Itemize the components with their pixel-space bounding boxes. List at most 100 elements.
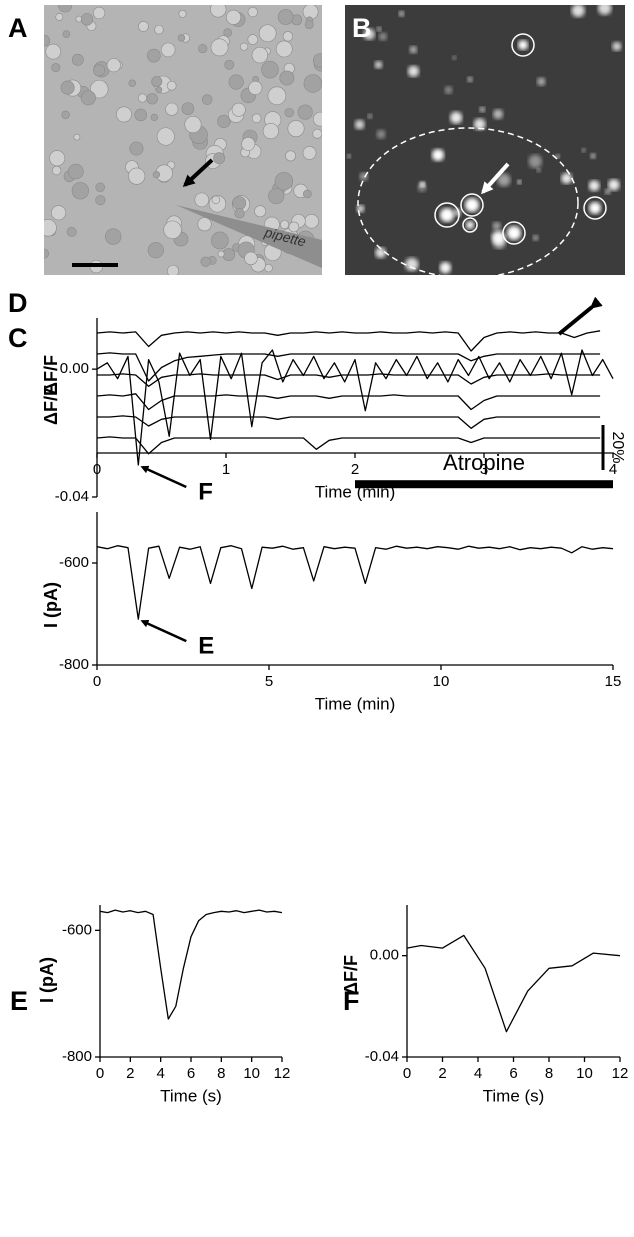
cell bbox=[71, 182, 90, 200]
cell bbox=[303, 74, 322, 93]
cell bbox=[492, 221, 501, 231]
x-tick-label: 6 bbox=[509, 1065, 517, 1082]
y-tick-label: 0.00 bbox=[60, 360, 89, 377]
cell bbox=[258, 24, 277, 43]
cell bbox=[194, 192, 210, 208]
cell bbox=[167, 264, 179, 275]
x-tick-label: 2 bbox=[438, 1065, 446, 1082]
cell bbox=[466, 221, 474, 229]
cell bbox=[493, 109, 504, 120]
panel-label: D bbox=[8, 288, 28, 318]
cell bbox=[589, 202, 601, 214]
cell bbox=[73, 133, 81, 141]
cell bbox=[261, 60, 279, 79]
cell bbox=[150, 113, 159, 122]
cell bbox=[217, 114, 231, 128]
cell bbox=[181, 102, 195, 115]
annotation-arrow bbox=[140, 465, 187, 489]
cell bbox=[284, 107, 294, 118]
cell bbox=[223, 28, 233, 37]
cell bbox=[312, 111, 322, 127]
cell bbox=[561, 173, 573, 184]
y-axis-label: ΔF/F bbox=[41, 355, 61, 395]
cell bbox=[581, 148, 586, 153]
cell bbox=[267, 86, 287, 106]
cell bbox=[244, 251, 258, 266]
cell bbox=[137, 93, 147, 103]
cell bbox=[467, 76, 473, 83]
x-tick-label: 6 bbox=[187, 1065, 195, 1082]
cell bbox=[178, 9, 187, 18]
brightfield-image bbox=[44, 5, 322, 275]
cell bbox=[285, 150, 296, 162]
trace bbox=[99, 909, 283, 1020]
cell bbox=[419, 181, 426, 188]
y-tick-label: -800 bbox=[62, 1048, 92, 1065]
x-tick-label: 1 bbox=[222, 461, 230, 478]
cell bbox=[232, 196, 247, 210]
cell bbox=[354, 119, 365, 130]
cell bbox=[146, 93, 158, 105]
cell bbox=[450, 111, 463, 124]
cell bbox=[49, 150, 66, 167]
trace bbox=[96, 352, 601, 382]
cell bbox=[264, 263, 273, 273]
cell bbox=[287, 120, 305, 138]
cell bbox=[304, 20, 314, 29]
cell bbox=[363, 28, 375, 40]
cell bbox=[241, 136, 256, 151]
cell bbox=[45, 43, 62, 60]
cell bbox=[68, 163, 84, 180]
trace bbox=[96, 330, 601, 352]
cell bbox=[597, 5, 612, 15]
cell bbox=[106, 58, 121, 73]
cell bbox=[304, 213, 319, 229]
y-tick-label: -600 bbox=[59, 554, 89, 571]
cell bbox=[347, 154, 352, 159]
x-tick-label: 12 bbox=[612, 1065, 629, 1082]
cell bbox=[251, 113, 262, 124]
cell bbox=[51, 165, 62, 176]
cell bbox=[375, 247, 386, 259]
cell bbox=[240, 42, 249, 51]
cell bbox=[222, 248, 236, 261]
x-tick-label: 5 bbox=[265, 673, 273, 690]
cell bbox=[71, 53, 84, 66]
cell bbox=[197, 217, 212, 232]
cell bbox=[479, 106, 486, 113]
cell bbox=[275, 40, 293, 58]
y-tick-label: -800 bbox=[59, 656, 89, 673]
cell bbox=[228, 74, 244, 90]
cell bbox=[201, 94, 213, 105]
cell bbox=[138, 21, 149, 32]
cell bbox=[537, 77, 546, 86]
drug-label: Atropine bbox=[443, 450, 525, 475]
cell bbox=[277, 9, 294, 25]
cell bbox=[247, 6, 258, 18]
cell bbox=[274, 172, 294, 191]
cell bbox=[129, 141, 144, 156]
cell bbox=[217, 250, 225, 258]
cell bbox=[302, 146, 317, 160]
cell bbox=[151, 76, 163, 88]
cell bbox=[356, 204, 365, 213]
cell bbox=[555, 154, 560, 159]
cell bbox=[163, 220, 182, 239]
cell bbox=[95, 182, 105, 192]
cell bbox=[165, 102, 179, 116]
x-tick-label: 8 bbox=[217, 1065, 225, 1082]
x-tick-label: 0 bbox=[403, 1065, 411, 1082]
x-tick-label: 2 bbox=[351, 461, 359, 478]
cell bbox=[491, 230, 505, 244]
x-tick-label: 8 bbox=[545, 1065, 553, 1082]
y-axis-label: I (pA) bbox=[37, 957, 57, 1003]
panel-label: E bbox=[10, 986, 28, 1016]
annotation-label: F bbox=[198, 478, 213, 505]
trace bbox=[96, 545, 614, 620]
x-tick-label: 12 bbox=[274, 1065, 291, 1082]
cell bbox=[432, 149, 444, 161]
cell bbox=[571, 5, 585, 18]
cell bbox=[66, 226, 77, 237]
cell bbox=[405, 257, 419, 272]
